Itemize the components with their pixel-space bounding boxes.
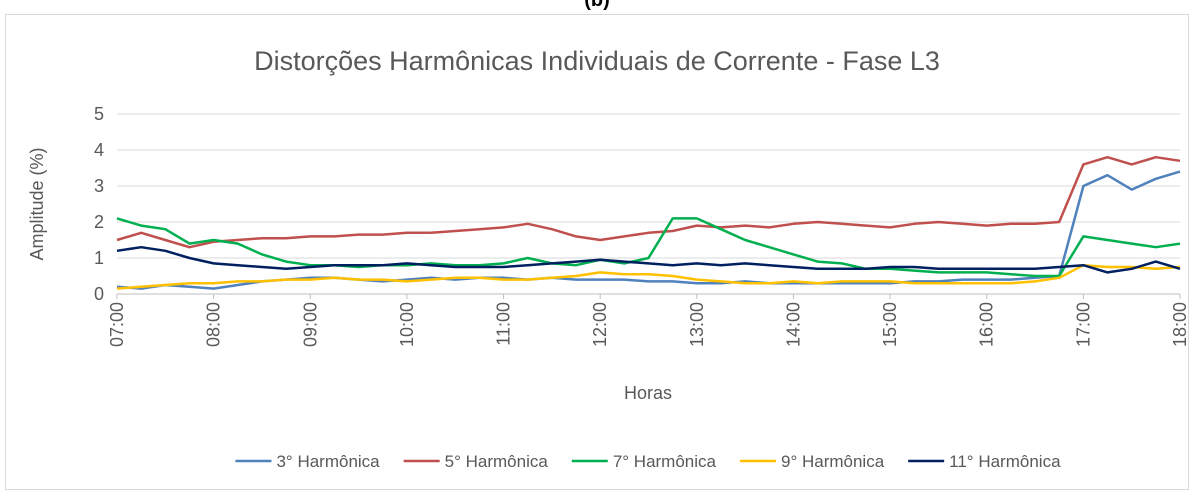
- legend-label: 5° Harmônica: [445, 452, 549, 471]
- x-tick-label: 18:00: [1170, 302, 1190, 347]
- chart-title: Distorções Harmônicas Individuais de Cor…: [254, 46, 940, 76]
- y-tick-label: 1: [94, 248, 104, 268]
- x-tick-label: 10:00: [397, 302, 417, 347]
- y-tick-label: 3: [94, 176, 104, 196]
- chart-border: [5, 14, 1189, 490]
- y-tick-label: 4: [94, 140, 104, 160]
- legend-label: 11° Harmônica: [949, 452, 1061, 471]
- x-tick-label: 12:00: [590, 302, 610, 347]
- y-axis-label: Amplitude (%): [27, 147, 47, 260]
- x-tick-label: 11:00: [494, 302, 514, 346]
- series-line: [116, 217, 1181, 278]
- series-line: [116, 263, 1181, 290]
- y-tick-label: 5: [94, 104, 104, 124]
- legend-label: 9° Harmônica: [781, 452, 885, 471]
- x-tick-label: 17:00: [1073, 302, 1093, 347]
- x-tick-label: 14:00: [783, 302, 803, 347]
- caption: (b): [584, 0, 610, 11]
- x-tick-label: 07:00: [107, 302, 127, 347]
- x-tick-label: 15:00: [880, 302, 900, 347]
- x-tick-label: 13:00: [687, 302, 707, 347]
- legend-label: 7° Harmônica: [613, 452, 717, 471]
- x-axis-label: Horas: [624, 383, 672, 403]
- x-tick-label: 16:00: [977, 302, 997, 347]
- y-tick-label: 2: [94, 212, 104, 232]
- x-tick-label: 09:00: [300, 302, 320, 347]
- x-tick-label: 08:00: [204, 302, 224, 347]
- series-line: [116, 155, 1181, 249]
- y-tick-label: 0: [94, 284, 104, 304]
- series-line: [116, 245, 1181, 274]
- legend-label: 3° Harmônica: [276, 452, 380, 471]
